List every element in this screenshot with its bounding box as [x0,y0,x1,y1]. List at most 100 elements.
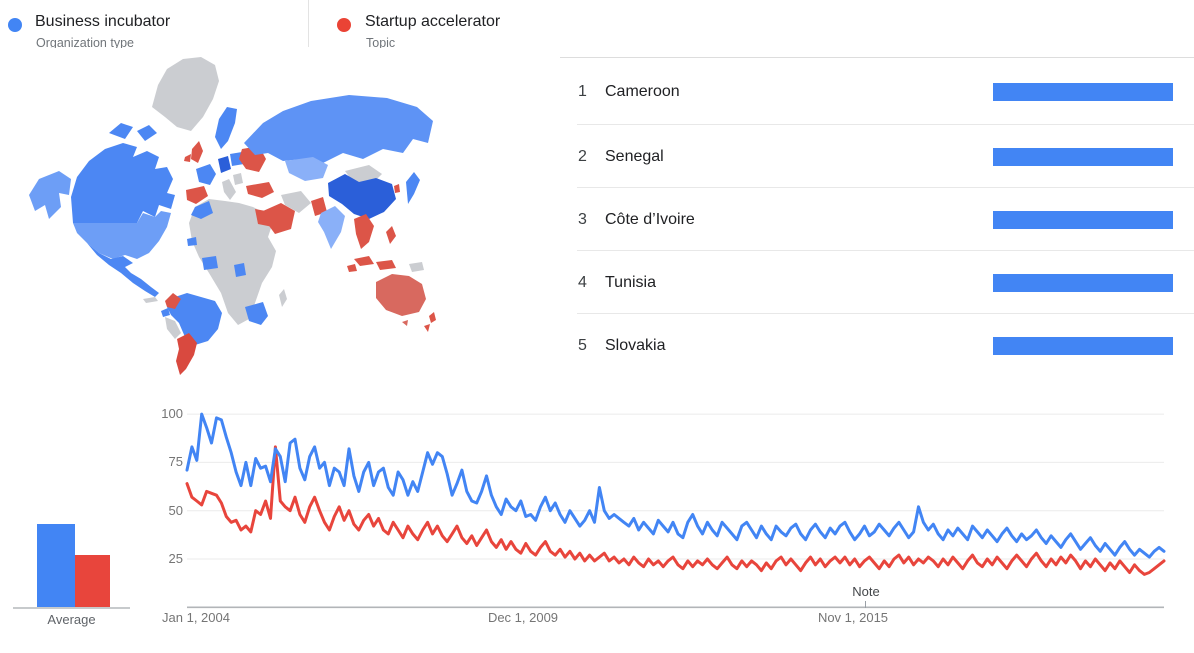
region-rank: 5 [578,336,587,354]
region-africa[interactable] [189,199,276,325]
region-interest-bar[interactable] [993,273,1173,292]
list-item[interactable]: 3 Côte d’Ivoire [560,188,1194,251]
region-kazakhstan[interactable] [285,157,328,181]
list-item[interactable]: 2 Senegal [560,125,1194,188]
region-iran[interactable] [281,191,311,213]
average-bar-startup-accelerator[interactable] [75,555,110,607]
red-series-dot-icon [337,18,351,32]
region-spain-portugal[interactable] [186,186,208,204]
region-australia[interactable] [376,274,426,326]
region-united-states[interactable] [73,211,171,259]
region-rank: 3 [578,210,587,228]
y-tick-25: 25 [168,551,183,566]
region-ecuador[interactable] [161,308,170,317]
average-bar-business-incubator[interactable] [37,524,75,607]
region-france[interactable] [196,164,216,185]
row-divider [577,187,1194,188]
note-annotation[interactable]: Note [852,584,880,599]
region-scandinavia[interactable] [215,107,237,149]
region-new-zealand[interactable] [424,312,436,332]
region-cote-divoire-ghana[interactable] [202,256,218,270]
legend-item-business-incubator[interactable]: Business incubator Organization type [0,0,300,48]
region-chile-argentina[interactable] [176,333,197,375]
legend-term-label: Startup accelerator [365,13,501,30]
list-top-border [560,57,1194,58]
region-ireland[interactable] [184,154,191,162]
region-colombia[interactable] [165,293,181,309]
y-tick-100: 100 [161,406,183,421]
region-cameroon[interactable] [234,263,246,277]
region-south-africa[interactable] [245,302,268,325]
list-item[interactable]: 5 Slovakia [560,314,1194,377]
region-bar-track [993,336,1173,355]
region-italy[interactable] [222,179,236,200]
legend-term-type: Organization type [36,36,134,48]
region-peru-bolivia[interactable] [165,317,181,339]
note-annotation-tick [865,601,866,608]
region-canada-arctic-islands[interactable] [109,123,157,141]
region-saudi-arabia[interactable] [263,203,295,234]
region-malaysia[interactable] [354,256,374,266]
region-indonesia[interactable] [347,260,396,272]
list-item[interactable]: 1 Cameroon [560,58,1194,125]
legend-term-label: Business incubator [35,13,171,30]
region-interest-bar[interactable] [993,210,1173,229]
region-russia[interactable] [244,95,433,163]
region-japan[interactable] [406,172,420,204]
region-balkans[interactable] [233,173,243,185]
region-interest-bar[interactable] [993,82,1173,101]
interest-over-time-chart[interactable] [150,400,1194,640]
region-greenland[interactable] [152,57,219,131]
region-south-korea[interactable] [394,184,400,193]
comparison-legend: Business incubator Organization type Sta… [0,0,1194,48]
region-papua-new-guinea[interactable] [409,262,424,272]
region-brazil-venezuela[interactable] [167,293,222,345]
region-morocco[interactable] [191,201,213,219]
region-united-kingdom[interactable] [191,141,203,163]
world-interest-map[interactable] [25,55,448,378]
row-divider [577,313,1194,314]
legend-divider [308,0,309,47]
region-bar-track [993,210,1173,229]
region-alaska[interactable] [29,171,71,219]
region-canada[interactable] [71,143,175,223]
x-tick-dec-2009: Dec 1, 2009 [487,610,559,625]
business-incubator-line [185,412,1166,559]
region-bar-track [993,147,1173,166]
x-tick-jan-2004: Jan 1, 2004 [162,610,230,625]
region-cuba[interactable] [143,297,158,303]
region-china[interactable] [328,174,396,219]
row-divider [577,124,1194,125]
average-bar-chart: Average [0,400,150,640]
region-turkey[interactable] [246,182,274,198]
region-name: Tunisia [605,273,656,291]
legend-term-type: Topic [366,36,396,48]
region-bar-track [993,273,1173,292]
region-indochina[interactable] [354,214,374,249]
region-name: Slovakia [605,336,666,354]
region-madagascar[interactable] [279,289,287,307]
region-interest-bar[interactable] [993,336,1173,355]
region-rank: 1 [578,82,587,100]
average-label: Average [47,612,96,627]
region-rank: 2 [578,147,587,165]
region-name: Cameroon [605,82,680,100]
region-senegal[interactable] [187,237,197,246]
row-divider [577,250,1194,251]
region-name: Côte d’Ivoire [605,210,695,228]
region-philippines[interactable] [386,226,396,244]
blue-series-dot-icon [8,18,22,32]
region-bar-track [993,82,1173,101]
list-item[interactable]: 4 Tunisia [560,251,1194,314]
region-pakistan[interactable] [311,197,327,216]
y-tick-75: 75 [168,454,183,469]
x-tick-nov-2015: Nov 1, 2015 [817,610,889,625]
compared-region-list: 1 Cameroon 2 Senegal 3 Côte d’Ivoire 4 T… [560,57,1194,377]
region-rank: 4 [578,273,587,291]
legend-item-startup-accelerator[interactable]: Startup accelerator Topic [330,0,630,48]
region-mexico[interactable] [87,243,159,297]
region-name: Senegal [605,147,664,165]
region-india[interactable] [318,206,345,249]
region-germany[interactable] [218,156,231,173]
region-interest-bar[interactable] [993,147,1173,166]
